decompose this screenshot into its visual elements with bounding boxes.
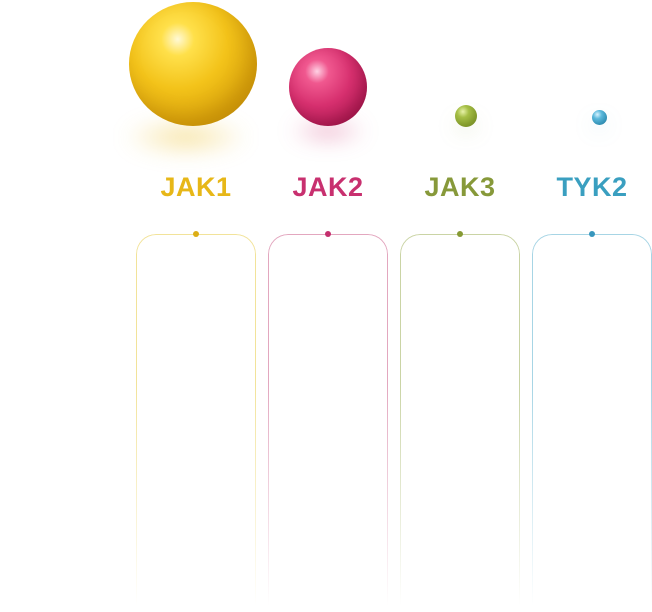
column-tyk2: TYK2 <box>532 0 652 612</box>
column-jak2: JAK2 <box>268 0 388 612</box>
tyk2-card-dot <box>589 231 595 237</box>
jak2-sphere <box>289 48 367 126</box>
tyk2-card <box>532 234 652 606</box>
jak3-sphere <box>455 105 477 127</box>
jak1-sphere <box>129 2 257 126</box>
jak3-card <box>400 234 520 606</box>
jak2-card <box>268 234 388 606</box>
jak1-card-dot <box>193 231 199 237</box>
column-jak3: JAK3 <box>400 0 520 612</box>
jak2-label: JAK2 <box>292 172 364 202</box>
jak2-card-dot <box>325 231 331 237</box>
tyk2-sphere <box>592 110 607 125</box>
jak3-card-dot <box>457 231 463 237</box>
jak3-label: JAK3 <box>424 172 496 202</box>
tyk2-label: TYK2 <box>556 172 628 202</box>
sphere-shadow <box>590 121 608 129</box>
column-jak1: JAK1 <box>122 0 257 612</box>
jak1-card <box>136 234 256 606</box>
jak1-label: JAK1 <box>160 172 232 202</box>
